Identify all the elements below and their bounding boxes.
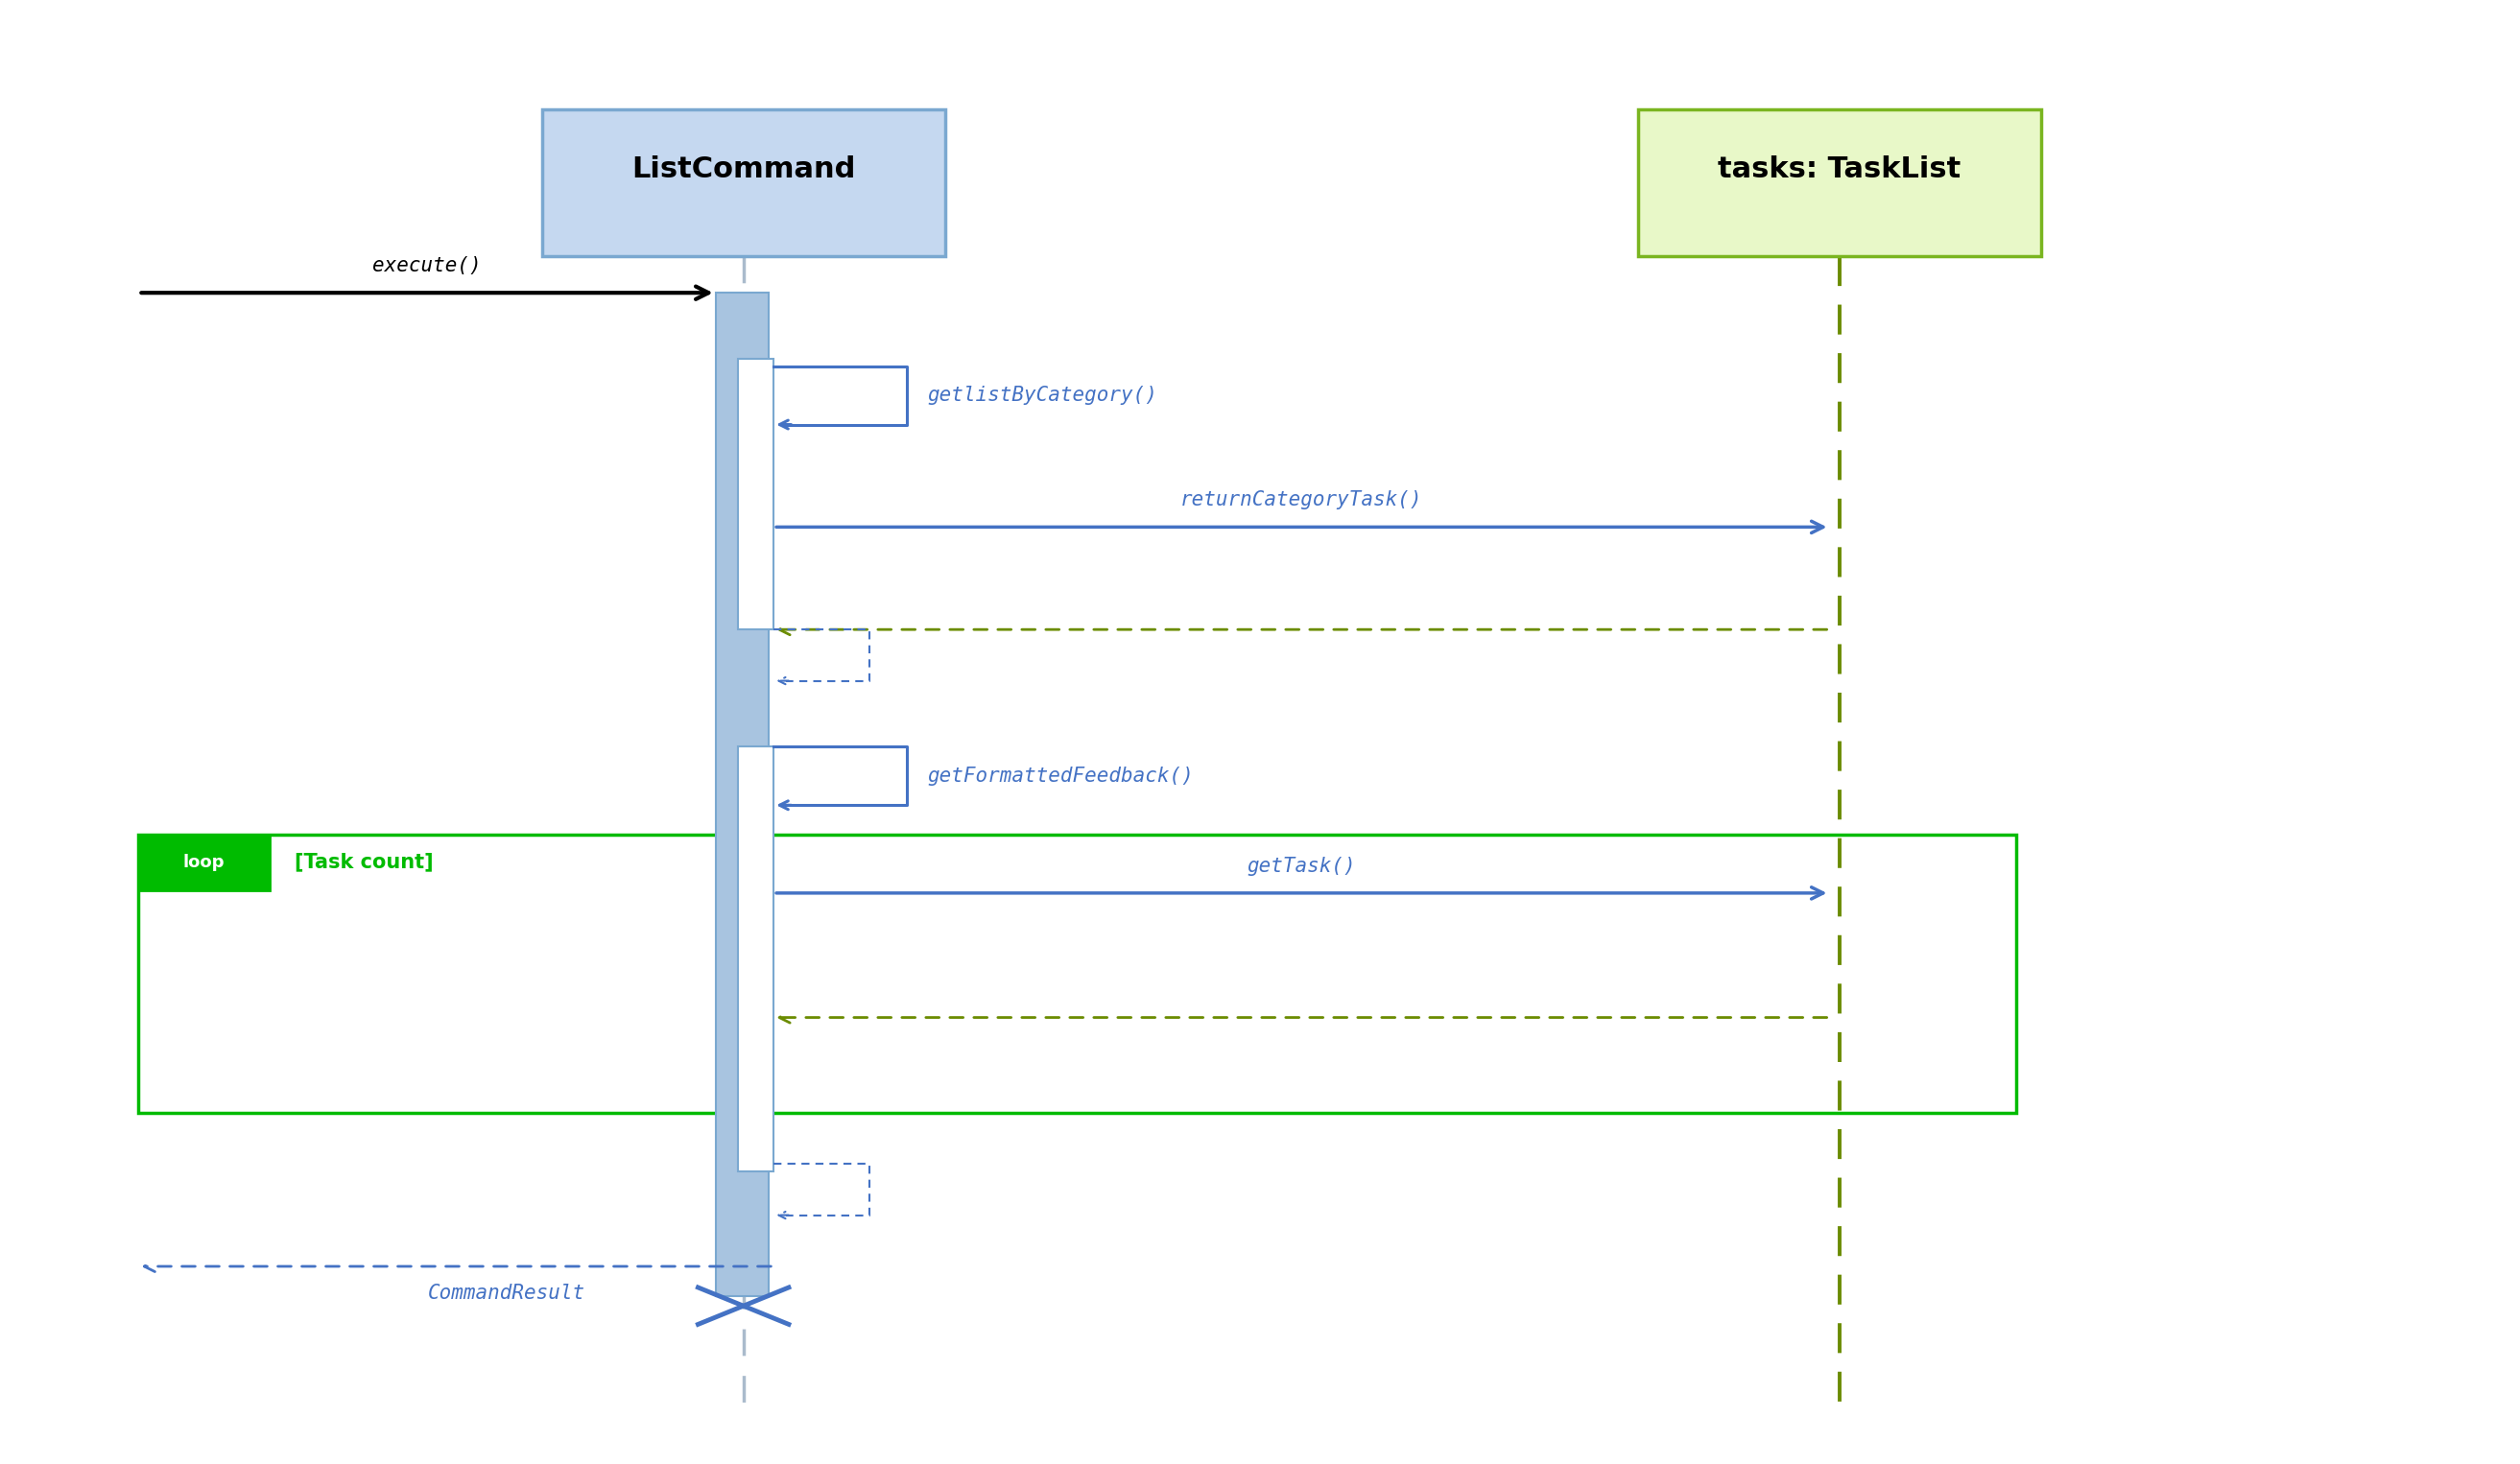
Text: getTask(): getTask() (1247, 856, 1356, 875)
FancyBboxPatch shape (716, 293, 769, 1296)
FancyBboxPatch shape (738, 359, 774, 630)
FancyBboxPatch shape (738, 747, 774, 1171)
Text: loop: loop (184, 854, 224, 871)
Text: execute(): execute() (373, 256, 481, 275)
Text: ListCommand: ListCommand (633, 155, 854, 183)
Text: getFormattedFeedback(): getFormattedFeedback() (927, 766, 1194, 786)
Text: [Task count]: [Task count] (295, 852, 433, 873)
FancyBboxPatch shape (542, 110, 945, 256)
Text: tasks: TaskList: tasks: TaskList (1719, 155, 1961, 183)
Text: CommandResult: CommandResult (428, 1284, 585, 1303)
FancyBboxPatch shape (139, 834, 270, 890)
FancyBboxPatch shape (1638, 110, 2041, 256)
Text: getlistByCategory(): getlistByCategory() (927, 385, 1157, 406)
Text: returnCategoryTask(): returnCategoryTask() (1179, 490, 1424, 509)
